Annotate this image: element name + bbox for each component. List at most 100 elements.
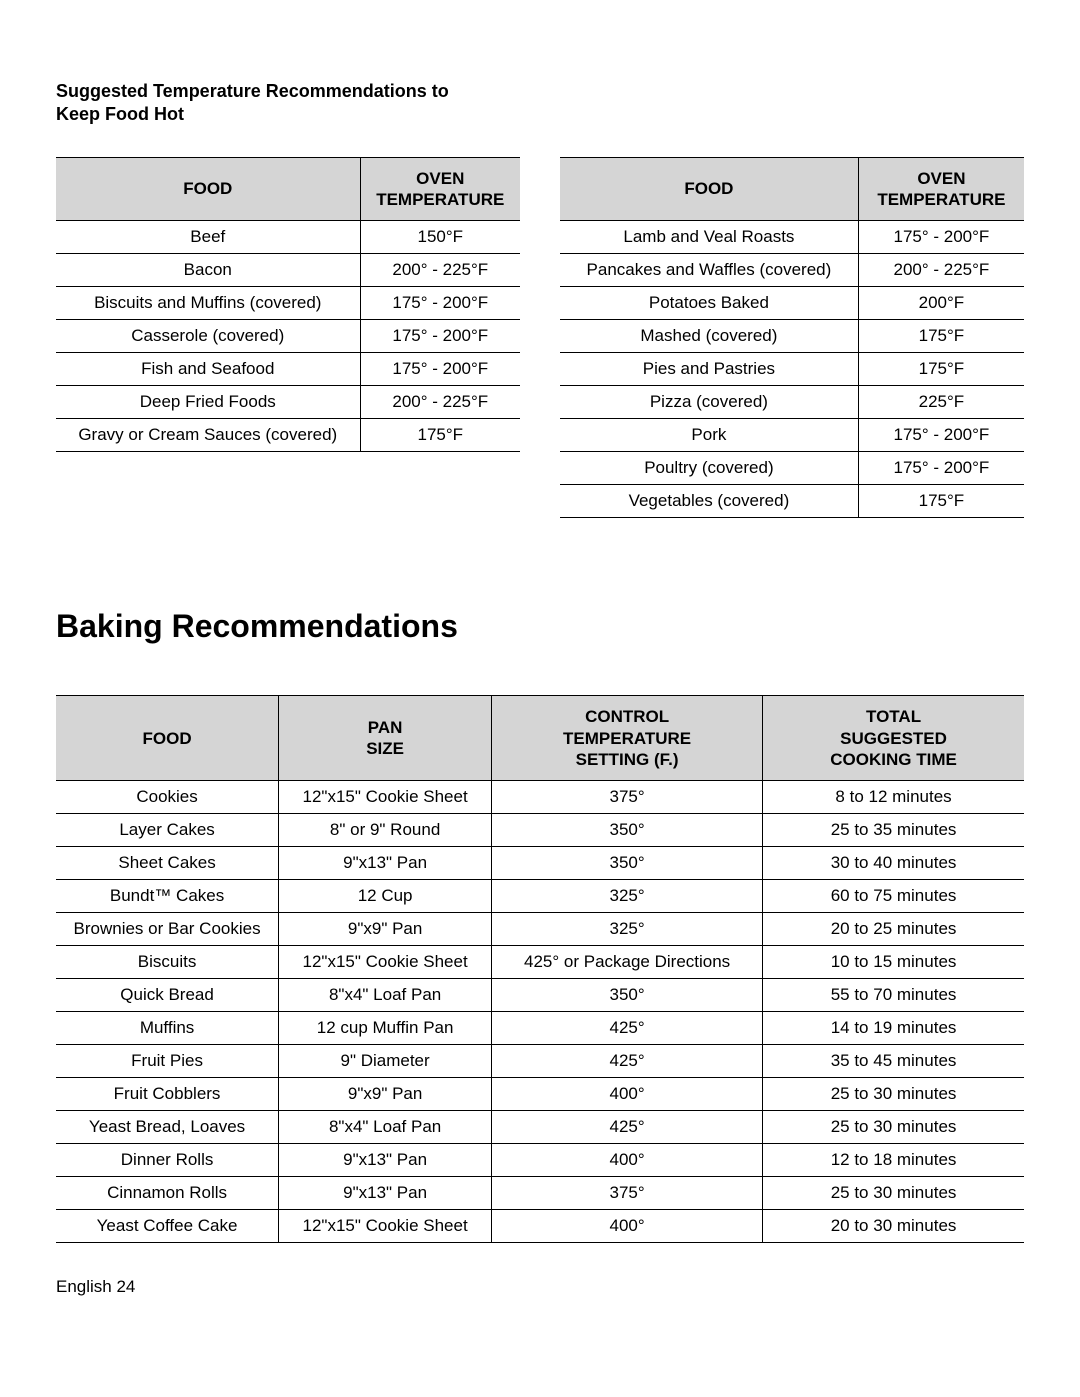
- cell-food: Sheet Cakes: [56, 847, 279, 880]
- cell-time: 55 to 70 minutes: [763, 979, 1024, 1012]
- table-row: Quick Bread8"x4" Loaf Pan350°55 to 70 mi…: [56, 979, 1024, 1012]
- cell-pan: 9"x13" Pan: [279, 1177, 492, 1210]
- baking-heading: Baking Recommendations: [56, 608, 1024, 645]
- cell-time: 25 to 35 minutes: [763, 814, 1024, 847]
- cell-temp: 350°: [492, 847, 763, 880]
- cell-time: 60 to 75 minutes: [763, 880, 1024, 913]
- cell-food: Fish and Seafood: [56, 353, 360, 386]
- keep-hot-left-col: FOOD OVENTEMPERATURE Beef150°FBacon200° …: [56, 157, 520, 453]
- keep-hot-right-col: FOOD OVENTEMPERATURE Lamb and Veal Roast…: [560, 157, 1024, 519]
- th-pan: PANSIZE: [279, 696, 492, 781]
- cell-pan: 8"x4" Loaf Pan: [279, 979, 492, 1012]
- cell-pan: 12"x15" Cookie Sheet: [279, 781, 492, 814]
- cell-time: 14 to 19 minutes: [763, 1012, 1024, 1045]
- th-food: FOOD: [56, 157, 360, 221]
- cell-food: Pork: [560, 419, 858, 452]
- cell-pan: 12"x15" Cookie Sheet: [279, 946, 492, 979]
- th-temp-setting: CONTROLTEMPERATURESETTING (F.): [492, 696, 763, 781]
- th-food: FOOD: [560, 157, 858, 221]
- th-time: TOTALSUGGESTEDCOOKING TIME: [763, 696, 1024, 781]
- cell-food: Pancakes and Waffles (covered): [560, 254, 858, 287]
- cell-food: Poultry (covered): [560, 452, 858, 485]
- table-row: Fruit Cobblers9"x9" Pan400°25 to 30 minu…: [56, 1078, 1024, 1111]
- cell-food: Dinner Rolls: [56, 1144, 279, 1177]
- cell-temp: 200° - 225°F: [360, 386, 520, 419]
- cell-food: Vegetables (covered): [560, 485, 858, 518]
- table-row: Fruit Pies9" Diameter425°35 to 45 minute…: [56, 1045, 1024, 1078]
- cell-temp: 400°: [492, 1210, 763, 1243]
- keep-hot-table-left: FOOD OVENTEMPERATURE Beef150°FBacon200° …: [56, 157, 520, 453]
- cell-temp: 175°F: [858, 353, 1024, 386]
- cell-food: Mashed (covered): [560, 320, 858, 353]
- cell-food: Deep Fried Foods: [56, 386, 360, 419]
- table-row: Vegetables (covered)175°F: [560, 485, 1024, 518]
- table-row: Gravy or Cream Sauces (covered)175°F: [56, 419, 520, 452]
- cell-food: Beef: [56, 221, 360, 254]
- table-row: Casserole (covered)175° - 200°F: [56, 320, 520, 353]
- table-row: Lamb and Veal Roasts175° - 200°F: [560, 221, 1024, 254]
- table-row: Dinner Rolls9"x13" Pan400°12 to 18 minut…: [56, 1144, 1024, 1177]
- cell-temp: 325°: [492, 913, 763, 946]
- cell-food: Bundt™ Cakes: [56, 880, 279, 913]
- keep-hot-tables: FOOD OVENTEMPERATURE Beef150°FBacon200° …: [56, 157, 1024, 519]
- table-row: Yeast Bread, Loaves8"x4" Loaf Pan425°25 …: [56, 1111, 1024, 1144]
- table-row: Muffins12 cup Muffin Pan425°14 to 19 min…: [56, 1012, 1024, 1045]
- table-row: Bundt™ Cakes12 Cup325°60 to 75 minutes: [56, 880, 1024, 913]
- cell-time: 30 to 40 minutes: [763, 847, 1024, 880]
- cell-time: 20 to 30 minutes: [763, 1210, 1024, 1243]
- cell-temp: 425°: [492, 1012, 763, 1045]
- cell-temp: 200° - 225°F: [858, 254, 1024, 287]
- cell-food: Brownies or Bar Cookies: [56, 913, 279, 946]
- cell-food: Muffins: [56, 1012, 279, 1045]
- baking-table: FOOD PANSIZE CONTROLTEMPERATURESETTING (…: [56, 695, 1024, 1243]
- cell-food: Layer Cakes: [56, 814, 279, 847]
- cell-pan: 12 cup Muffin Pan: [279, 1012, 492, 1045]
- cell-food: Fruit Cobblers: [56, 1078, 279, 1111]
- cell-temp: 175°F: [360, 419, 520, 452]
- page: Suggested Temperature Recommendations to…: [0, 0, 1080, 1397]
- cell-temp: 175° - 200°F: [858, 419, 1024, 452]
- table-row: Beef150°F: [56, 221, 520, 254]
- cell-food: Yeast Coffee Cake: [56, 1210, 279, 1243]
- cell-temp: 175°F: [858, 320, 1024, 353]
- cell-temp: 425°: [492, 1111, 763, 1144]
- table-row: Biscuits and Muffins (covered)175° - 200…: [56, 287, 520, 320]
- cell-food: Pies and Pastries: [560, 353, 858, 386]
- table-row: Cinnamon Rolls9"x13" Pan375°25 to 30 min…: [56, 1177, 1024, 1210]
- cell-temp: 350°: [492, 814, 763, 847]
- th-temp: OVENTEMPERATURE: [858, 157, 1024, 221]
- cell-temp: 350°: [492, 979, 763, 1012]
- cell-time: 25 to 30 minutes: [763, 1111, 1024, 1144]
- cell-food: Biscuits: [56, 946, 279, 979]
- cell-temp: 425° or Package Directions: [492, 946, 763, 979]
- cell-temp: 175° - 200°F: [360, 287, 520, 320]
- table-row: Bacon200° - 225°F: [56, 254, 520, 287]
- keep-hot-title: Suggested Temperature Recommendations to…: [56, 80, 476, 127]
- table-row: Pizza (covered)225°F: [560, 386, 1024, 419]
- cell-food: Fruit Pies: [56, 1045, 279, 1078]
- cell-food: Yeast Bread, Loaves: [56, 1111, 279, 1144]
- cell-pan: 9"x9" Pan: [279, 913, 492, 946]
- cell-pan: 8" or 9" Round: [279, 814, 492, 847]
- cell-food: Lamb and Veal Roasts: [560, 221, 858, 254]
- table-row: Deep Fried Foods200° - 225°F: [56, 386, 520, 419]
- table-row: Pork175° - 200°F: [560, 419, 1024, 452]
- cell-temp: 400°: [492, 1078, 763, 1111]
- cell-pan: 9"x13" Pan: [279, 847, 492, 880]
- cell-temp: 325°: [492, 880, 763, 913]
- cell-temp: 200° - 225°F: [360, 254, 520, 287]
- table-row: Poultry (covered)175° - 200°F: [560, 452, 1024, 485]
- table-row: Pancakes and Waffles (covered)200° - 225…: [560, 254, 1024, 287]
- cell-temp: 150°F: [360, 221, 520, 254]
- cell-pan: 9" Diameter: [279, 1045, 492, 1078]
- table-row: Brownies or Bar Cookies9"x9" Pan325°20 t…: [56, 913, 1024, 946]
- cell-time: 10 to 15 minutes: [763, 946, 1024, 979]
- cell-temp: 400°: [492, 1144, 763, 1177]
- table-row: Cookies12"x15" Cookie Sheet375°8 to 12 m…: [56, 781, 1024, 814]
- cell-time: 12 to 18 minutes: [763, 1144, 1024, 1177]
- table-row: Mashed (covered)175°F: [560, 320, 1024, 353]
- cell-temp: 175° - 200°F: [360, 320, 520, 353]
- cell-food: Cinnamon Rolls: [56, 1177, 279, 1210]
- cell-pan: 8"x4" Loaf Pan: [279, 1111, 492, 1144]
- cell-temp: 175° - 200°F: [360, 353, 520, 386]
